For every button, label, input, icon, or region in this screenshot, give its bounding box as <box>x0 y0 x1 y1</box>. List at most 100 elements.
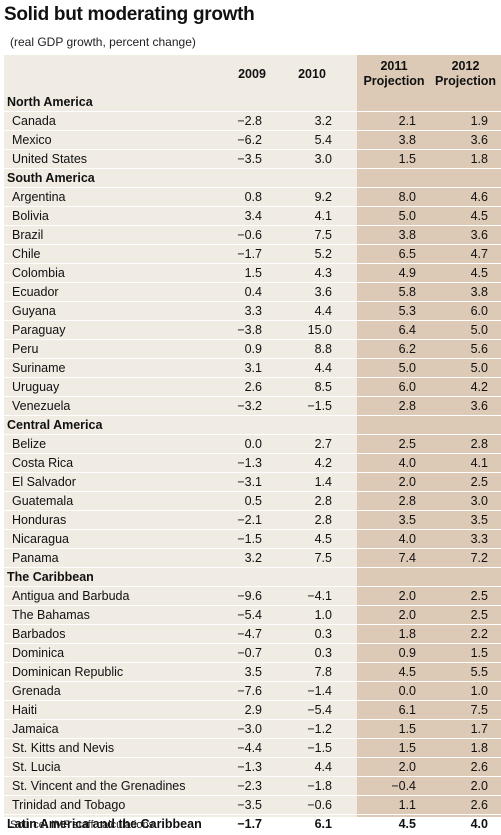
value-2011: 1.8 <box>398 627 416 641</box>
value-2012: 4.5 <box>470 266 488 280</box>
value-2011: 3.8 <box>398 228 416 242</box>
row-separator <box>4 225 501 226</box>
value-2012: 1.8 <box>470 152 488 166</box>
value-2009: −3.0 <box>237 722 262 736</box>
value-2012: 4.7 <box>470 247 488 261</box>
row-separator <box>4 244 501 245</box>
value-2012: 5.5 <box>470 665 488 679</box>
value-2012: 7.5 <box>470 703 488 717</box>
value-2009: −1.3 <box>237 760 262 774</box>
table-row: Argentina 0.8 9.2 8.0 4.6 <box>4 188 501 207</box>
group-header-row: The Caribbean <box>4 568 501 587</box>
value-2010: 8.5 <box>314 380 332 394</box>
row-separator <box>4 814 501 815</box>
value-2009: −0.6 <box>237 228 262 242</box>
country-name: Grenada <box>12 684 61 698</box>
value-2010: 2.8 <box>314 513 332 527</box>
table-row: Nicaragua −1.5 4.5 4.0 3.3 <box>4 530 501 549</box>
value-2011: 6.0 <box>398 380 416 394</box>
value-2011: 3.5 <box>398 513 416 527</box>
group-name: The Caribbean <box>7 570 94 584</box>
country-name: Venezuela <box>12 399 71 413</box>
value-2012: 3.3 <box>470 532 488 546</box>
row-separator <box>4 548 501 549</box>
country-name: Haiti <box>12 703 38 717</box>
row-separator <box>4 833 501 834</box>
table-row: Costa Rica −1.3 4.2 4.0 4.1 <box>4 454 501 473</box>
row-separator <box>4 719 501 720</box>
country-name: Guatemala <box>12 494 74 508</box>
value-2011: 6.4 <box>398 323 416 337</box>
row-separator <box>4 320 501 321</box>
value-2010: −5.4 <box>307 703 332 717</box>
value-2009: 0.8 <box>244 190 262 204</box>
table-row: Guatemala 0.5 2.8 2.8 3.0 <box>4 492 501 511</box>
value-2011: 2.8 <box>398 494 416 508</box>
row-separator <box>4 206 501 207</box>
country-name: Barbados <box>12 627 66 641</box>
value-2009: 1.5 <box>244 266 262 280</box>
column-header-2009: 2009 <box>222 67 282 105</box>
value-2012: 4.1 <box>470 456 488 470</box>
table-row: Panama 3.2 7.5 7.4 7.2 <box>4 549 501 568</box>
country-name: Suriname <box>12 361 66 375</box>
value-2011: 0.0 <box>398 684 416 698</box>
row-separator <box>4 567 501 568</box>
value-2012: 2.2 <box>470 627 488 641</box>
value-2011: 2.8 <box>398 399 416 413</box>
country-name: United States <box>12 152 88 166</box>
table-row: Dominica −0.7 0.3 0.9 1.5 <box>4 644 501 663</box>
value-2011: 4.0 <box>398 456 416 470</box>
value-2009: 2.9 <box>244 703 262 717</box>
value-2012: 3.6 <box>470 133 488 147</box>
value-2010: −1.2 <box>307 722 332 736</box>
country-name: Costa Rica <box>12 456 74 470</box>
value-2009: 3.5 <box>244 665 262 679</box>
value-2009: −1.5 <box>237 532 262 546</box>
column-header-2011-line1: 2011 <box>380 59 408 73</box>
value-2009: −6.2 <box>237 133 262 147</box>
value-2012: 3.0 <box>470 494 488 508</box>
value-2011: 4.5 <box>398 665 416 679</box>
column-header-2012-line1: 2012 <box>451 59 480 73</box>
value-2012: 2.5 <box>470 589 488 603</box>
table-row: St. Lucia −1.3 4.4 2.0 2.6 <box>4 758 501 777</box>
row-separator <box>4 662 501 663</box>
value-2010: 5.2 <box>314 247 332 261</box>
table-row: Chile −1.7 5.2 6.5 4.7 <box>4 245 501 264</box>
column-header-2010-line1: 2010 <box>298 67 326 81</box>
country-name: Peru <box>12 342 39 356</box>
column-header-2009-line1: 2009 <box>238 67 266 81</box>
value-2011: −0.4 <box>391 779 416 793</box>
value-2011: 5.8 <box>398 285 416 299</box>
value-2010: −1.8 <box>307 779 332 793</box>
value-2012: 1.9 <box>470 114 488 128</box>
value-2009: −9.6 <box>237 589 262 603</box>
value-2012: 1.5 <box>470 646 488 660</box>
value-2011: 1.1 <box>398 798 416 812</box>
value-2012: 3.6 <box>470 399 488 413</box>
row-separator <box>4 510 501 511</box>
row-separator <box>4 681 501 682</box>
table-row: Colombia 1.5 4.3 4.9 4.5 <box>4 264 501 283</box>
table-row: United States −3.5 3.0 1.5 1.8 <box>4 150 501 169</box>
value-2009: −5.4 <box>237 608 262 622</box>
value-2009: −2.8 <box>237 114 262 128</box>
value-2011: 2.0 <box>398 608 416 622</box>
country-name: Panama <box>12 551 59 565</box>
value-2012: 4.6 <box>470 190 488 204</box>
value-2011: 4.0 <box>398 532 416 546</box>
value-2011: 6.2 <box>398 342 416 356</box>
value-2009: 3.3 <box>244 304 262 318</box>
growth-table: 2009 2010 2011 Projection 2012 Projectio… <box>4 55 501 834</box>
value-2009: 3.4 <box>244 209 262 223</box>
value-2010: −0.6 <box>307 798 332 812</box>
value-2010: 4.3 <box>314 266 332 280</box>
value-2010: 4.4 <box>314 304 332 318</box>
value-2009: −4.7 <box>237 627 262 641</box>
country-name: Nicaragua <box>12 532 69 546</box>
row-separator <box>4 472 501 473</box>
table-row: Antigua and Barbuda −9.6 −4.1 2.0 2.5 <box>4 587 501 606</box>
group-header-row: North America <box>4 93 501 112</box>
row-separator <box>4 738 501 739</box>
